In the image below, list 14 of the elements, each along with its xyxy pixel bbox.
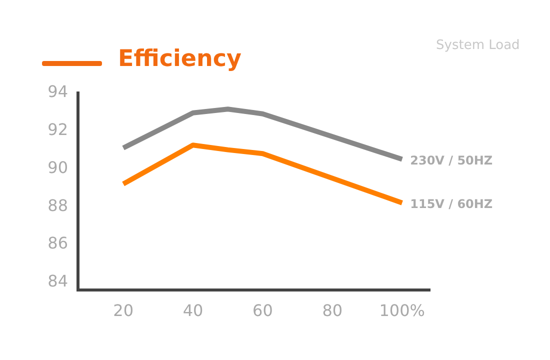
- y-tick-label: 86: [48, 234, 68, 253]
- y-tick-label: 92: [48, 120, 68, 140]
- y-tick-label: 88: [48, 196, 68, 215]
- x-tick-label: 20: [113, 300, 134, 320]
- x-tick-label: 40: [182, 300, 204, 320]
- x-tick-label: 60: [252, 300, 273, 320]
- y-tick-label: 94: [48, 82, 68, 102]
- chart-title: Efficiency: [118, 46, 242, 72]
- y-tick-label: 84: [48, 272, 68, 291]
- x-tick-label: 100%: [379, 300, 425, 320]
- series-label: 230V / 50HZ: [410, 153, 493, 168]
- series-label: 115V / 60HZ: [410, 196, 493, 211]
- x-tick-label: 80: [322, 300, 343, 320]
- y-tick-label: 90: [48, 158, 68, 177]
